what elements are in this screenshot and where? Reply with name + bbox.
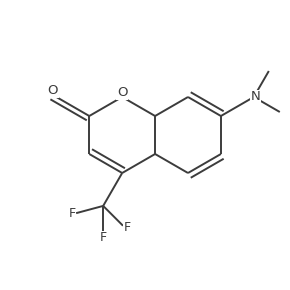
Text: N: N xyxy=(251,90,261,104)
Text: F: F xyxy=(124,221,130,234)
Text: F: F xyxy=(68,207,76,220)
Text: O: O xyxy=(117,86,127,99)
Text: O: O xyxy=(48,84,58,97)
Text: F: F xyxy=(100,231,107,244)
